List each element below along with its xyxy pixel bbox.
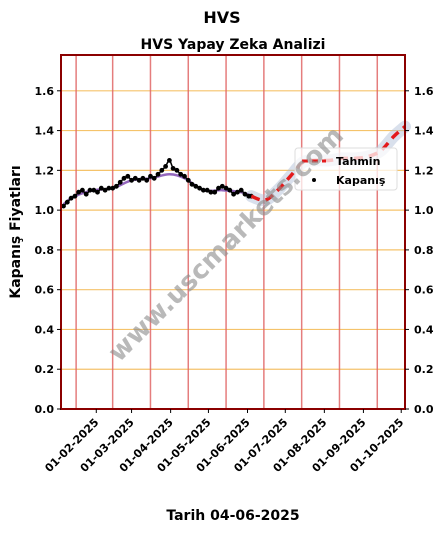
close-point bbox=[189, 181, 195, 187]
y-tick-label-right: 0.4 bbox=[414, 323, 434, 336]
close-point bbox=[178, 171, 184, 177]
close-point bbox=[212, 189, 218, 195]
legend-swatch-close bbox=[312, 178, 316, 182]
close-point bbox=[106, 185, 112, 191]
legend-label-forecast: Tahmin bbox=[336, 155, 380, 168]
y-tick-label-right: 1.6 bbox=[414, 85, 434, 98]
close-point bbox=[76, 189, 81, 195]
close-point bbox=[80, 187, 85, 193]
close-point bbox=[242, 191, 248, 197]
y-tick-label-right: 1.2 bbox=[414, 164, 434, 177]
close-point bbox=[182, 173, 187, 179]
close-point bbox=[223, 185, 229, 191]
close-point bbox=[136, 177, 142, 183]
close-point bbox=[117, 179, 123, 185]
legend-label-close: Kapanış bbox=[336, 174, 386, 187]
legend: Tahmin Kapanış bbox=[294, 147, 398, 191]
plot-frame bbox=[60, 54, 406, 410]
close-point bbox=[231, 191, 237, 197]
close-point bbox=[140, 175, 146, 181]
close-point bbox=[216, 185, 221, 191]
chart-subtitle: HVS Yapay Zeka Analizi bbox=[141, 37, 326, 53]
close-point bbox=[121, 175, 127, 181]
close-point bbox=[219, 183, 225, 189]
y-tick-label: 1.2 bbox=[35, 164, 55, 177]
close-point bbox=[204, 187, 210, 193]
close-point bbox=[227, 187, 233, 193]
y-axis-right: 0.0 0.2 0.4 0.6 0.8 1.0 1.2 1.4 1.6 bbox=[405, 85, 434, 416]
close-point bbox=[235, 189, 240, 195]
chart-title: HVS bbox=[203, 8, 240, 27]
close-point bbox=[72, 193, 78, 199]
close-point bbox=[208, 189, 214, 195]
close-point bbox=[174, 167, 180, 173]
close-point bbox=[129, 177, 135, 183]
close-point bbox=[64, 199, 70, 205]
y-tick-label-right: 1.0 bbox=[414, 204, 434, 217]
close-line bbox=[62, 159, 252, 207]
plot-layer bbox=[61, 55, 411, 410]
y-tick-label: 0.6 bbox=[35, 284, 55, 297]
y-tick-label: 1.6 bbox=[35, 85, 55, 98]
close-point bbox=[98, 185, 104, 191]
close-point bbox=[110, 185, 116, 191]
close-point bbox=[132, 175, 138, 181]
y-axis-left: 0.0 0.2 0.4 0.6 0.8 1.0 1.2 1.4 1.6 bbox=[35, 85, 61, 416]
y-tick-label: 0.4 bbox=[35, 323, 55, 336]
close-point bbox=[238, 187, 244, 193]
close-point bbox=[102, 187, 108, 193]
close-point bbox=[197, 185, 203, 191]
close-point bbox=[95, 189, 100, 195]
close-point bbox=[148, 173, 153, 179]
close-point bbox=[144, 177, 150, 183]
legend-box bbox=[294, 147, 398, 191]
close-point bbox=[83, 191, 89, 197]
y-tick-label: 1.4 bbox=[35, 125, 55, 138]
close-point bbox=[151, 175, 157, 181]
close-point bbox=[170, 166, 176, 171]
close-point bbox=[61, 203, 66, 209]
close-point bbox=[68, 195, 74, 201]
close-point bbox=[167, 158, 172, 163]
y-tick-label-right: 1.4 bbox=[414, 125, 434, 138]
close-point bbox=[125, 173, 131, 179]
y-tick-label: 0.0 bbox=[35, 403, 55, 416]
y-tick-label-right: 0.0 bbox=[414, 403, 434, 416]
close-point bbox=[193, 183, 199, 189]
y-tick-label: 0.2 bbox=[35, 363, 55, 376]
y-tick-label-right: 0.2 bbox=[414, 363, 434, 376]
x-axis: 01-02-202501-03-202501-04-202501-05-2025… bbox=[42, 409, 406, 475]
close-point bbox=[159, 167, 165, 173]
close-point bbox=[163, 164, 169, 169]
y-tick-label-right: 0.8 bbox=[414, 244, 434, 257]
close-point bbox=[155, 171, 161, 177]
close-point bbox=[87, 187, 93, 193]
close-point bbox=[201, 187, 206, 193]
y-tick-label: 0.8 bbox=[35, 244, 55, 257]
y-axis-label: Kapanış Fiyatları bbox=[8, 165, 24, 298]
x-axis-label: Tarih 04-06-2025 bbox=[166, 508, 299, 524]
close-point bbox=[91, 187, 97, 193]
y-tick-label-right: 0.6 bbox=[414, 284, 434, 297]
close-point bbox=[114, 183, 119, 189]
y-tick-label: 1.0 bbox=[35, 204, 55, 217]
close-point bbox=[185, 177, 191, 183]
